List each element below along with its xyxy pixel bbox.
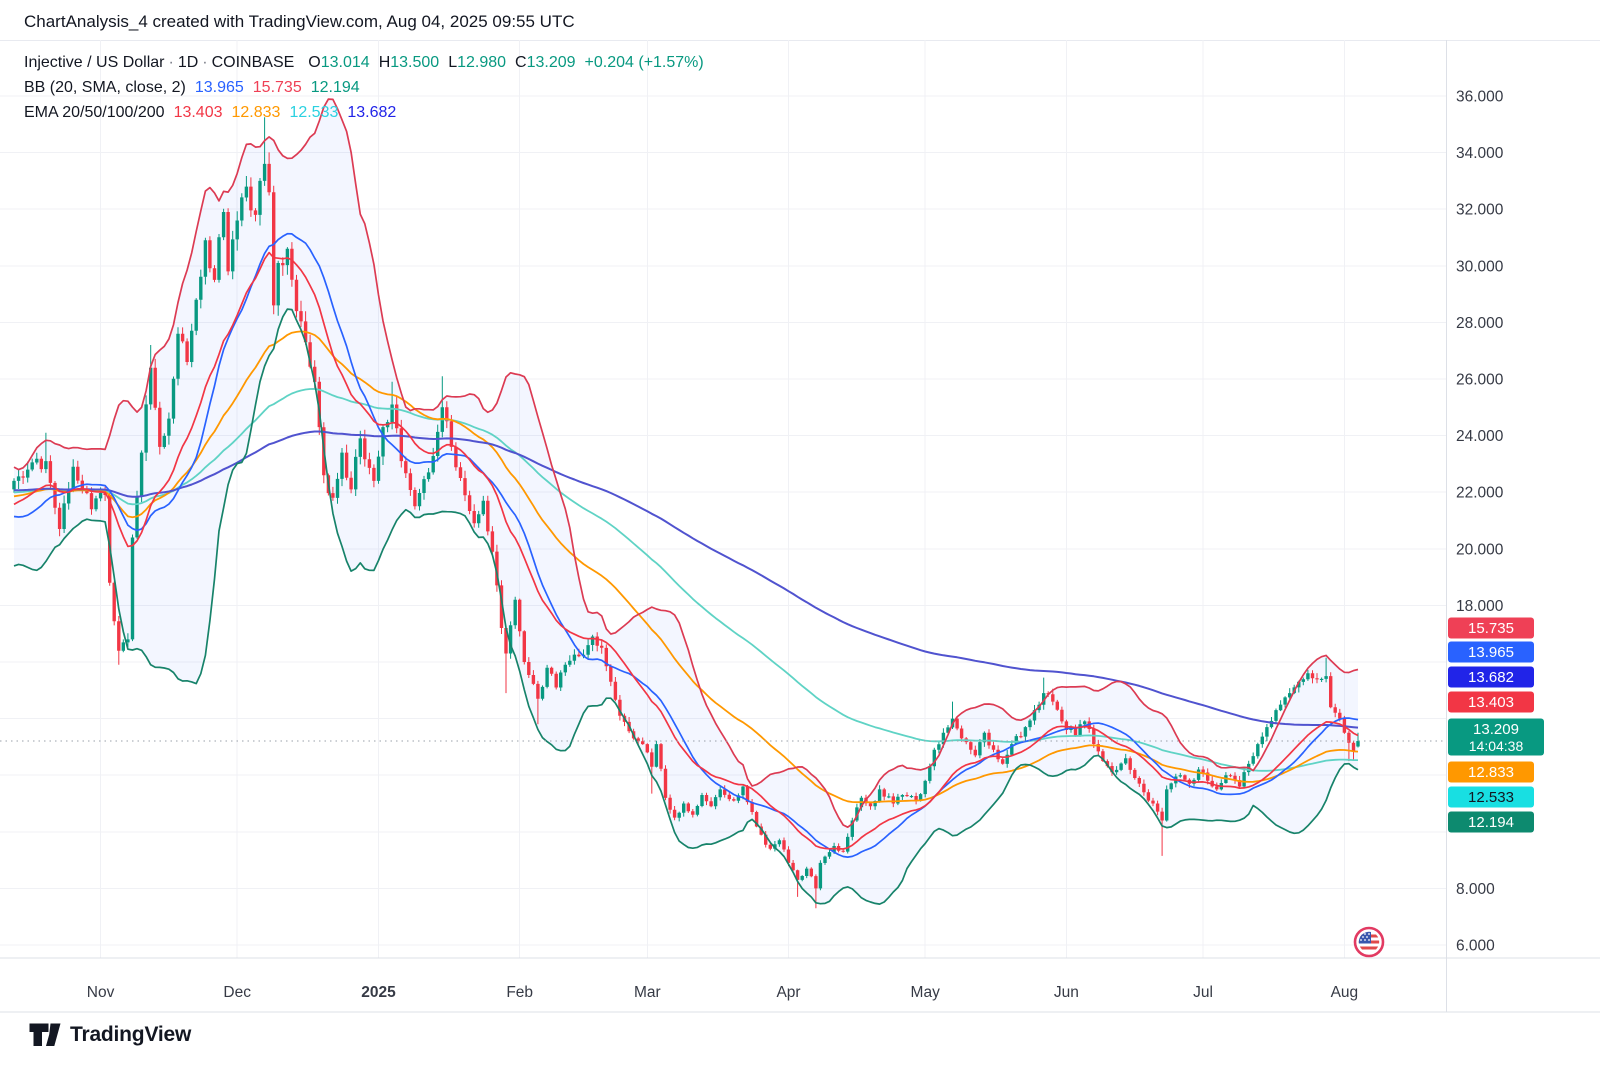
close-value: 13.209 <box>526 54 576 71</box>
x-axis-label: Apr <box>776 984 800 1001</box>
time-axis[interactable]: Nov Dec 2025 Feb Mar Apr May Jun Jul Aug <box>87 984 1358 1001</box>
ema50-value: 12.833 <box>231 104 281 121</box>
ema20-value: 13.403 <box>173 104 223 121</box>
tradingview-attribution[interactable]: TradingView <box>28 1022 191 1048</box>
x-axis-label: Jun <box>1054 984 1079 1001</box>
svg-text:15.735: 15.735 <box>1468 620 1514 637</box>
price-axis[interactable]: 36.000 34.000 32.000 30.000 28.000 26.000 24.0… <box>1448 89 1544 955</box>
y-axis-tick: 6.000 <box>1456 938 1495 955</box>
change-value: +0.204 (+1.57%) <box>584 54 704 71</box>
y-axis-tick: 18.000 <box>1456 598 1504 615</box>
x-axis-label: May <box>911 984 941 1001</box>
economic-event-flag-icon[interactable] <box>1352 925 1386 959</box>
svg-text:13.682: 13.682 <box>1468 669 1514 686</box>
y-axis-tick: 36.000 <box>1456 89 1504 106</box>
bb-lower-line <box>13 308 1359 905</box>
y-axis-tick: 8.000 <box>1456 881 1495 898</box>
ema-200-line <box>13 430 1359 729</box>
tradingview-brand-text: TradingView <box>70 1023 192 1046</box>
price-label-ema-200: 13.682 <box>1448 666 1534 688</box>
x-axis-label: Jul <box>1193 984 1213 1001</box>
svg-text:12.194: 12.194 <box>1468 814 1514 831</box>
low-value: 12.980 <box>457 54 507 71</box>
svg-text:13.209: 13.209 <box>1473 721 1519 738</box>
price-label-countdown: 14:04:38 <box>1469 738 1524 754</box>
price-label-bb-lower: 12.194 <box>1448 811 1534 833</box>
price-label-ema-100: 12.533 <box>1448 786 1534 808</box>
price-label-ema-50: 12.833 <box>1448 761 1534 783</box>
x-axis-label: 2025 <box>361 984 396 1001</box>
bb-basis-value: 13.965 <box>194 79 244 96</box>
bb-indicator-name[interactable]: BB (20, SMA, close, 2) <box>24 79 186 96</box>
x-axis-label: Nov <box>87 984 115 1001</box>
y-axis-tick: 22.000 <box>1456 485 1504 502</box>
legend-ema-row[interactable]: EMA 20/50/100/200 13.403 12.833 12.533 13.68… <box>24 100 704 125</box>
low-key: L <box>448 54 458 71</box>
exchange-label: COINBASE <box>211 54 295 71</box>
price-label-ema-20: 13.403 <box>1448 691 1534 713</box>
open-value: 13.014 <box>320 54 370 71</box>
header-divider <box>0 40 1600 41</box>
bb-lower-value: 12.194 <box>310 79 360 96</box>
open-key: O <box>308 54 321 71</box>
y-axis-tick: 30.000 <box>1456 258 1504 275</box>
page-title: ChartAnalysis_4 created with TradingView… <box>24 12 575 31</box>
y-axis-tick: 34.000 <box>1456 145 1504 162</box>
bb-upper-value: 15.735 <box>252 79 302 96</box>
us-flag-icon <box>1359 931 1380 953</box>
chart-legend: Injective / US Dollar · 1D · COINBASE O13.014… <box>24 50 704 125</box>
symbol-title[interactable]: Injective / US Dollar <box>24 54 165 71</box>
ema-indicator-name[interactable]: EMA 20/50/100/200 <box>24 104 165 121</box>
x-axis-label: Mar <box>634 984 661 1001</box>
interval-label[interactable]: 1D <box>177 54 199 71</box>
close-key: C <box>515 54 527 71</box>
svg-text:13.403: 13.403 <box>1468 694 1514 711</box>
y-axis-tick: 26.000 <box>1456 372 1504 389</box>
ema100-value: 12.533 <box>289 104 339 121</box>
bb-upper-line <box>13 98 1359 829</box>
tradingview-logo-icon <box>29 1023 61 1046</box>
bollinger-cloud <box>14 99 1358 905</box>
y-axis-tick: 32.000 <box>1456 202 1504 219</box>
legend-bb-row[interactable]: BB (20, SMA, close, 2) 13.965 15.735 12.194 <box>24 75 704 100</box>
legend-symbol-row[interactable]: Injective / US Dollar · 1D · COINBASE O13.014… <box>24 54 704 71</box>
svg-text:12.533: 12.533 <box>1468 789 1514 806</box>
y-axis-tick: 24.000 <box>1456 428 1504 445</box>
candles-layer <box>12 117 1360 909</box>
price-label-bb-basis: 13.965 <box>1448 641 1534 663</box>
high-value: 13.500 <box>390 54 440 71</box>
y-axis-tick: 28.000 <box>1456 315 1504 332</box>
ema-20-line <box>13 251 1359 850</box>
axis-borders <box>0 40 1600 1013</box>
x-axis-label: Feb <box>506 984 533 1001</box>
high-key: H <box>378 54 391 71</box>
price-label-bb-upper: 15.735 <box>1448 617 1534 639</box>
ema200-value: 13.682 <box>347 104 397 121</box>
y-axis-tick: 20.000 <box>1456 541 1504 558</box>
svg-text:12.833: 12.833 <box>1468 764 1514 781</box>
x-axis-label: Aug <box>1331 984 1359 1001</box>
svg-text:13.965: 13.965 <box>1468 644 1514 661</box>
x-axis-label: Dec <box>223 984 251 1001</box>
